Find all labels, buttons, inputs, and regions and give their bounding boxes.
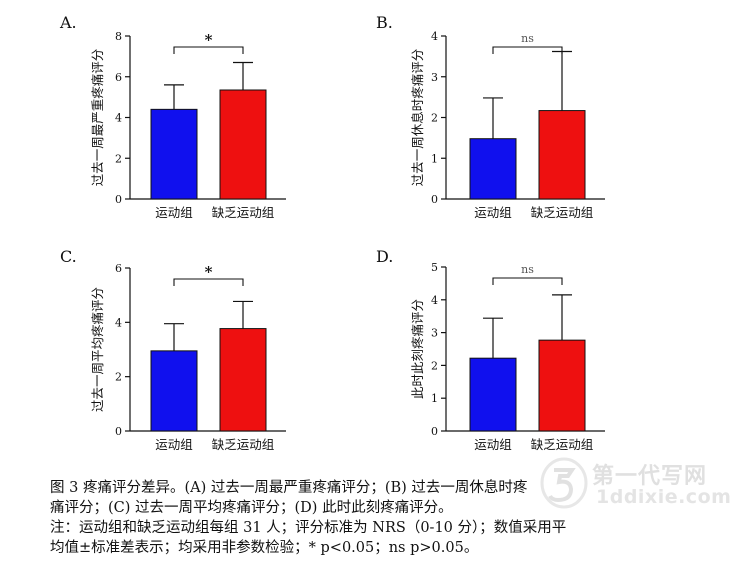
x-tick-label: 缺乏运动组	[212, 205, 275, 220]
bar	[219, 89, 267, 200]
x-tick-label: 缺乏运动组	[212, 437, 275, 452]
panel-label: D.	[376, 247, 393, 266]
significance-bracket	[173, 278, 244, 286]
y-axis-label: 过去一周最严重疼痛评分	[90, 49, 105, 187]
panel-label: B.	[376, 13, 393, 32]
watermark-url: 1ddixie.com	[596, 486, 732, 508]
caption-line-3: 注：运动组和缺乏运动组每组 31 人；评分标准为 NRS（0-10 分）；数值采…	[50, 520, 567, 536]
y-tick-label: 3	[431, 327, 438, 340]
y-tick-label: 2	[431, 112, 438, 125]
x-tick-label: 缺乏运动组	[531, 205, 594, 220]
panel-label: C.	[60, 247, 77, 266]
significance-label: ns	[521, 32, 534, 45]
y-tick-label: 6	[115, 262, 122, 275]
bar	[219, 328, 267, 432]
y-tick-label: 4	[115, 316, 122, 329]
y-tick-label: 0	[115, 425, 122, 438]
y-tick-label: 6	[115, 71, 122, 84]
x-tick-label: 缺乏运动组	[531, 437, 594, 452]
panel-label: A.	[59, 13, 77, 32]
bar	[538, 110, 586, 200]
significance-bracket	[492, 277, 563, 285]
caption-line-2: 痛评分；(C) 过去一周平均疼痛评分；(D) 此时此刻疼痛评分。	[50, 500, 453, 516]
y-tick-label: 1	[431, 392, 438, 405]
y-tick-label: 4	[431, 294, 438, 307]
x-tick-label: 运动组	[474, 205, 512, 220]
y-tick-label: 2	[115, 152, 122, 165]
y-tick-label: 2	[431, 359, 438, 372]
y-tick-label: 1	[431, 152, 438, 165]
y-axis-label: 此时此刻疼痛评分	[410, 299, 425, 399]
y-tick-label: 4	[115, 112, 122, 125]
bar	[469, 138, 517, 200]
watermark: 第一代写网 1ddixie.com	[538, 456, 732, 516]
watermark-logo-icon	[540, 457, 588, 509]
watermark-title: 第一代写网	[592, 464, 708, 489]
y-tick-label: 0	[431, 193, 438, 206]
significance-bracket	[173, 46, 244, 54]
bar	[150, 108, 198, 200]
y-tick-label: 8	[115, 30, 122, 43]
significance-bracket	[492, 46, 563, 54]
significance-label: ns	[521, 263, 534, 276]
y-tick-label: 5	[431, 261, 438, 274]
y-tick-label: 0	[115, 193, 122, 206]
y-tick-label: 4	[431, 30, 438, 43]
caption-line-4: 均值±标准差表示；均采用非参数检验；* p<0.05；ns p>0.05。	[50, 540, 479, 556]
significance-label: *	[205, 263, 213, 281]
bar	[469, 357, 517, 432]
x-tick-label: 运动组	[155, 205, 193, 220]
y-tick-label: 0	[431, 425, 438, 438]
y-axis-label: 过去一周平均疼痛评分	[90, 287, 105, 412]
significance-label: *	[205, 31, 213, 49]
figure-caption: 图 3 疼痛评分差异。(A) 过去一周最严重疼痛评分；(B) 过去一周休息时疼 …	[50, 478, 670, 558]
bar	[538, 339, 586, 432]
y-axis-label: 过去一周休息时疼痛评分	[410, 49, 425, 187]
y-tick-label: 3	[431, 71, 438, 84]
bar	[150, 350, 198, 432]
x-tick-label: 运动组	[155, 437, 193, 452]
x-tick-label: 运动组	[474, 437, 512, 452]
caption-line-1: 图 3 疼痛评分差异。(A) 过去一周最严重疼痛评分；(B) 过去一周休息时疼	[50, 480, 528, 496]
y-tick-label: 2	[115, 371, 122, 384]
